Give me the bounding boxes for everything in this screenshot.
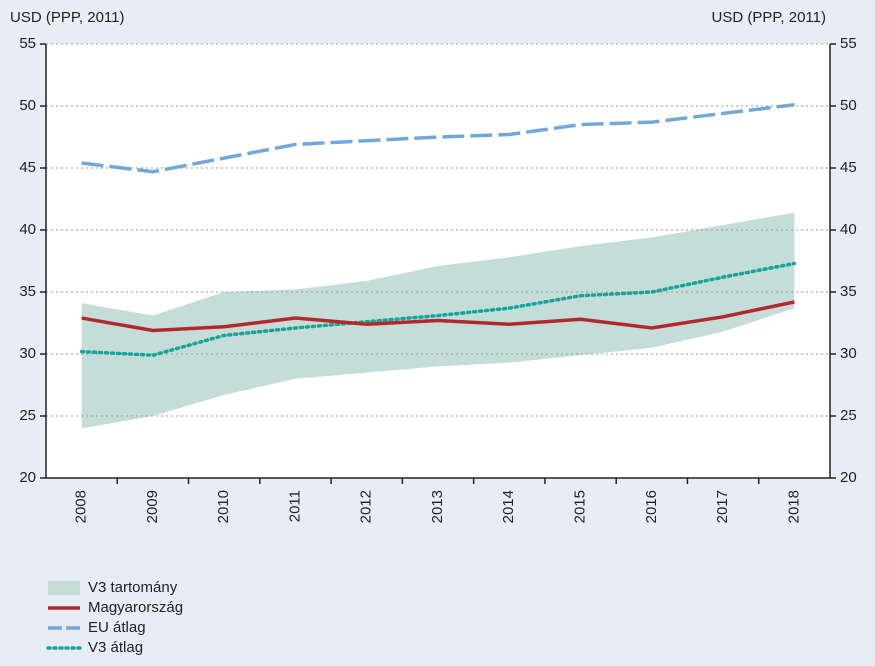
- y2-tick-label: 50: [840, 97, 857, 114]
- legend-label: Magyarország: [88, 599, 183, 616]
- y2-tick-label: 45: [840, 159, 857, 176]
- y-tick-label: 45: [19, 159, 36, 176]
- x-tick-label: 2016: [643, 490, 660, 523]
- x-tick-label: 2017: [714, 490, 731, 523]
- x-tick-label: 2011: [286, 490, 303, 522]
- series-line: [79, 261, 797, 358]
- y-tick-label: 25: [19, 407, 36, 424]
- x-tick-label: 2015: [572, 490, 589, 523]
- x-tick-label: 2008: [73, 490, 90, 523]
- x-tick-label: 2010: [215, 490, 232, 523]
- y-axis-label: USD (PPP, 2011): [10, 9, 125, 26]
- y2-axis-label: USD (PPP, 2011): [712, 9, 827, 26]
- legend-swatch: [48, 581, 80, 595]
- legend-label: V3 tartomány: [88, 579, 178, 596]
- y-tick-label: 40: [19, 221, 36, 238]
- y-tick-label: 30: [19, 345, 36, 362]
- y-tick-label: 20: [19, 469, 36, 486]
- y2-tick-label: 20: [840, 469, 857, 486]
- y2-tick-label: 25: [840, 407, 857, 424]
- legend-label: EU átlag: [88, 619, 146, 636]
- y-tick-label: 50: [19, 97, 36, 114]
- x-tick-label: 2012: [358, 490, 375, 523]
- x-tick-label: 2009: [144, 490, 161, 523]
- y-tick-label: 55: [19, 35, 36, 52]
- x-tick-label: 2014: [500, 490, 517, 523]
- y2-tick-label: 40: [840, 221, 857, 238]
- legend-label: V3 átlag: [88, 639, 143, 656]
- y-tick-label: 35: [19, 283, 36, 300]
- x-tick-label: 2013: [429, 490, 446, 523]
- y2-tick-label: 55: [840, 35, 857, 52]
- series-line: [81, 300, 795, 333]
- y2-tick-label: 30: [840, 345, 857, 362]
- series-line: [81, 103, 795, 174]
- x-tick-label: 2018: [785, 490, 802, 523]
- y2-tick-label: 35: [840, 283, 857, 300]
